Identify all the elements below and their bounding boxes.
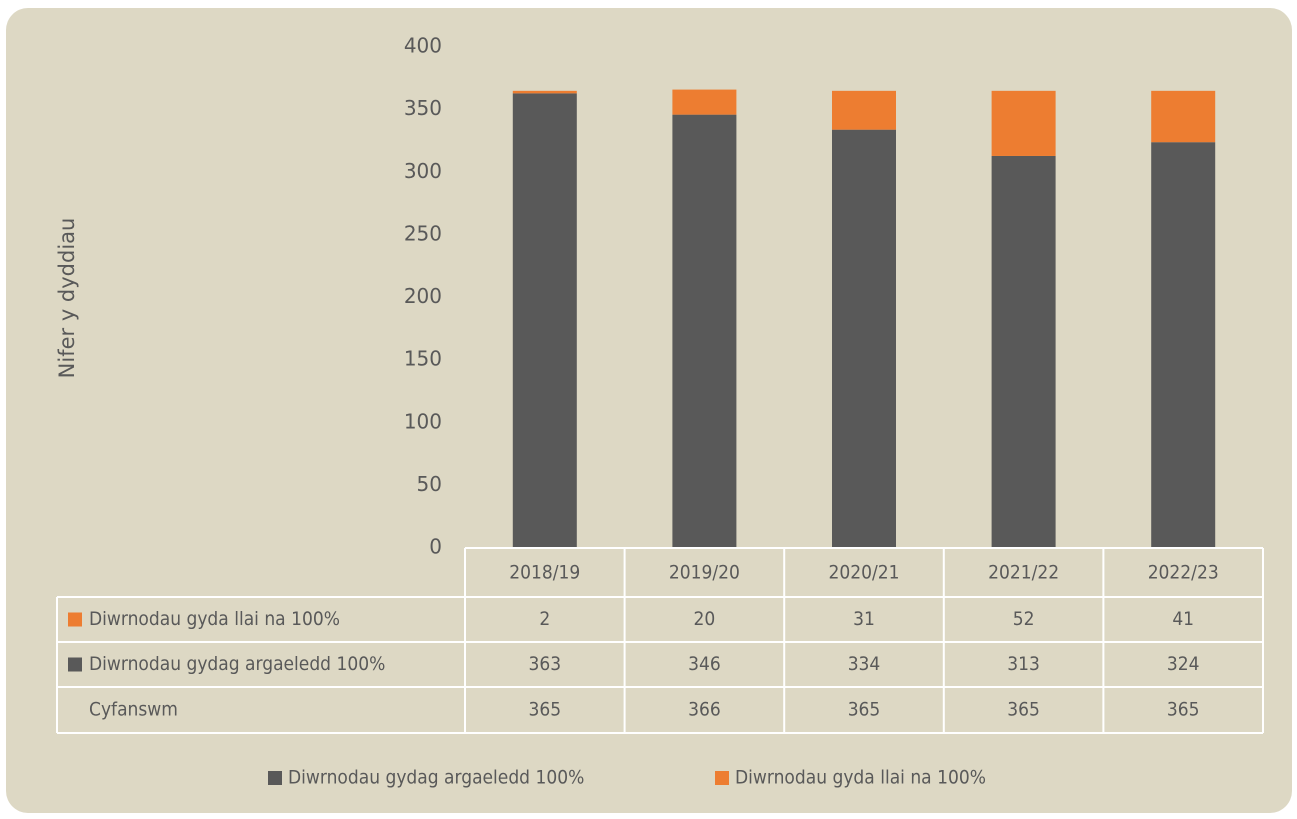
table-value: 324 (1167, 653, 1200, 675)
table-value: 313 (1007, 653, 1040, 675)
bar-segment (991, 90, 1056, 156)
legend-key (68, 657, 82, 672)
table-value: 365 (848, 699, 881, 721)
x-tick-label: 2021/22 (988, 562, 1059, 584)
row-label: Diwrnodau gydag argaeledd 100% (89, 653, 385, 675)
bar-segment (832, 90, 896, 130)
bar-segment (672, 114, 737, 548)
table-value: 365 (1007, 699, 1040, 721)
y-tick-label: 0 (429, 535, 442, 559)
x-tick-label: 2020/21 (829, 562, 900, 584)
table-value: 2 (539, 608, 550, 630)
y-tick-label: 150 (404, 347, 442, 371)
x-tick-label: 2022/23 (1148, 562, 1219, 584)
table-value: 20 (694, 608, 716, 630)
table-value: 363 (528, 653, 561, 675)
bar-segment (991, 155, 1056, 548)
table-value: 334 (848, 653, 881, 675)
table-value: 365 (1167, 699, 1200, 721)
y-axis-title: Nifer y dyddiau (55, 218, 79, 379)
table-value: 346 (688, 653, 721, 675)
table-value: 41 (1172, 608, 1194, 630)
row-label: Cyfanswm (89, 699, 178, 721)
y-tick-label: 100 (404, 409, 442, 433)
y-tick-label: 50 (417, 472, 442, 496)
bar-segment (832, 129, 896, 549)
table-value: 31 (853, 608, 875, 630)
legend-label: Diwrnodau gyda llai na 100% (735, 767, 986, 789)
y-tick-label: 250 (404, 221, 442, 245)
legend-key (715, 771, 729, 785)
table-value: 52 (1013, 608, 1035, 630)
x-tick-label: 2018/19 (509, 562, 580, 584)
y-tick-label: 200 (404, 284, 442, 308)
bar-segment (512, 93, 577, 548)
table-value: 365 (528, 699, 561, 721)
legend-key (68, 612, 82, 627)
bar-segment (512, 90, 577, 94)
y-tick-label: 400 (404, 34, 442, 58)
x-tick-label: 2019/20 (669, 562, 740, 584)
table-value: 366 (688, 699, 721, 721)
y-tick-label: 300 (404, 159, 442, 183)
y-tick-label: 350 (404, 96, 442, 120)
legend-key (268, 771, 282, 785)
bar-segment (1151, 142, 1216, 548)
legend-label: Diwrnodau gydag argaeledd 100% (288, 767, 584, 789)
bar-segment (672, 89, 737, 115)
bar-segment (1151, 90, 1216, 143)
row-label: Diwrnodau gyda llai na 100% (89, 608, 340, 630)
background (6, 8, 1292, 813)
